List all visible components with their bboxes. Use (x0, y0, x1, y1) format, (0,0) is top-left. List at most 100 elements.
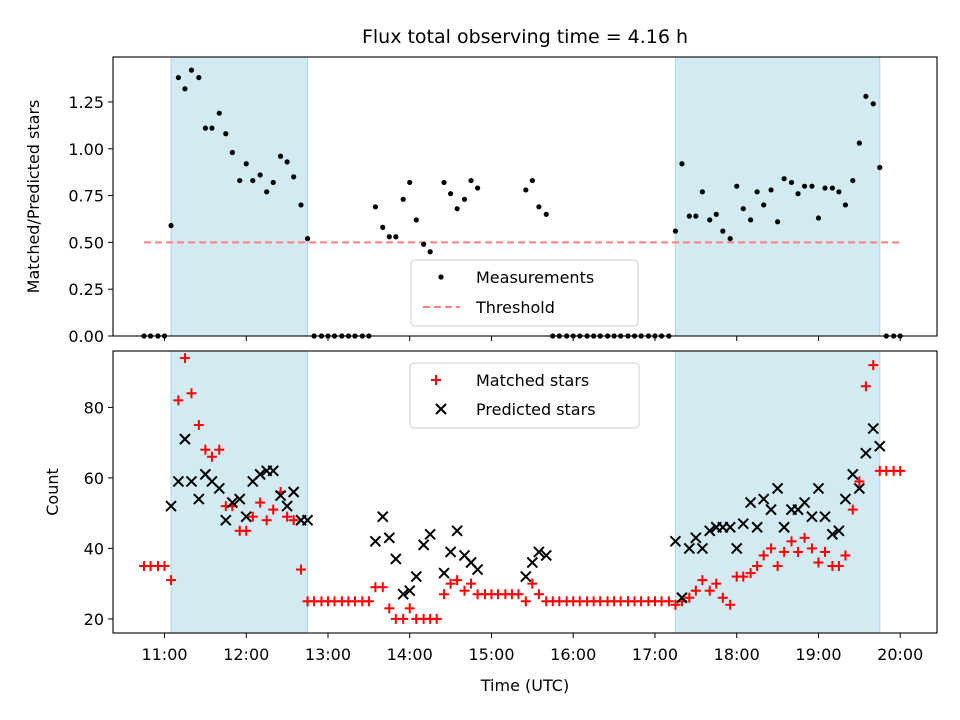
predicted-point (765, 503, 777, 516)
measurement-point (386, 234, 392, 240)
predicted-point (683, 542, 696, 555)
measurement-point (257, 172, 263, 178)
y-tick-label: 1.00 (68, 140, 104, 159)
predicted-point (690, 532, 702, 544)
predicted-point (451, 525, 463, 537)
predicted-point (369, 535, 382, 548)
matched-point (860, 381, 871, 392)
matched-point (684, 592, 695, 603)
matched-point (663, 596, 674, 607)
matched-point (398, 613, 409, 624)
matched-point (214, 444, 225, 455)
measurement-point (720, 228, 726, 234)
matched-point (404, 603, 415, 614)
x-tick-label: 12:00 (223, 645, 269, 664)
matched-point (296, 564, 307, 575)
predicted-point (444, 546, 457, 558)
x-tick-label: 14:00 (387, 645, 433, 664)
measurement-point (679, 161, 685, 167)
matched-point (466, 578, 477, 589)
measurement-point (298, 202, 304, 208)
x-axis-label: Time (UTC) (480, 676, 569, 695)
measurement-point (740, 206, 746, 212)
measurement-point (243, 161, 249, 167)
predicted-point (410, 570, 422, 583)
matched-point (847, 504, 858, 515)
predicted-point (806, 510, 818, 523)
measurement-point (380, 224, 386, 230)
predicted-point (540, 549, 552, 562)
predicted-point (731, 542, 743, 555)
legend-threshold-label: Threshold (475, 298, 555, 317)
measurement-point (400, 196, 406, 202)
y-tick-label: 20 (84, 610, 104, 629)
predicted-point (833, 525, 845, 537)
predicted-point (757, 493, 770, 505)
measurement-point (188, 67, 195, 73)
predicted-point (839, 493, 852, 505)
measurement-point (421, 241, 427, 247)
y-tick-label: 40 (84, 539, 104, 558)
measurement-point (672, 228, 679, 234)
measurement-point (427, 249, 433, 255)
measurement-point (850, 177, 856, 184)
matched-point (779, 546, 790, 557)
matched-point (459, 585, 470, 596)
matched-point (793, 546, 804, 557)
matched-point (166, 575, 177, 586)
y-axis-label: Count (43, 468, 62, 516)
predicted-point (424, 528, 436, 541)
matched-point (179, 353, 190, 364)
predicted-point (819, 510, 831, 523)
predicted-point (233, 493, 246, 505)
matched-point (670, 599, 681, 610)
matched-point (431, 613, 442, 624)
measurement-point (748, 217, 754, 223)
predicted-point (798, 496, 811, 509)
measurement-point (842, 202, 849, 208)
matched-point (363, 596, 374, 607)
predicted-point (301, 514, 314, 526)
measurement-point (774, 219, 781, 225)
predicted-point (287, 486, 300, 498)
predicted-point (737, 518, 749, 530)
measurement-point (413, 217, 419, 223)
measurement-point (863, 93, 869, 99)
matched-point (766, 543, 777, 554)
legend-measurements-label: Measurements (476, 268, 594, 287)
predicted-point (874, 440, 886, 452)
legend-cross (435, 403, 447, 415)
matched-point (820, 546, 831, 557)
measurement-point (264, 189, 270, 195)
measurement-point (237, 177, 243, 184)
matched-point (445, 578, 456, 589)
measurement-point (781, 176, 787, 182)
measurement-point (822, 185, 828, 191)
chart-title: Flux total observing time = 4.16 h (362, 26, 688, 48)
matched-point (895, 465, 906, 476)
measurement-point (216, 110, 222, 116)
matched-point (725, 599, 736, 610)
matched-point (452, 575, 463, 586)
matched-point (241, 525, 252, 536)
predicted-point (471, 563, 484, 576)
predicted-point (267, 465, 279, 477)
predicted-point (404, 584, 416, 597)
measurement-point (270, 179, 276, 186)
legend-predicted-label: Predicted stars (476, 400, 596, 419)
measurement-point (277, 153, 284, 159)
measurement-point (229, 149, 235, 156)
matched-point (854, 476, 865, 487)
matched-point (752, 561, 763, 572)
predicted-point (281, 500, 293, 512)
measurement-point (801, 183, 808, 189)
measurement-point (734, 183, 740, 189)
measurement-point (284, 159, 290, 165)
measurement-point (454, 206, 460, 212)
matched-point (206, 451, 217, 462)
x-tick-label: 13:00 (305, 645, 351, 664)
measurement-point (815, 215, 822, 221)
observing-windows (170, 56, 881, 337)
measurement-point (182, 86, 188, 92)
matched-point (173, 395, 184, 406)
